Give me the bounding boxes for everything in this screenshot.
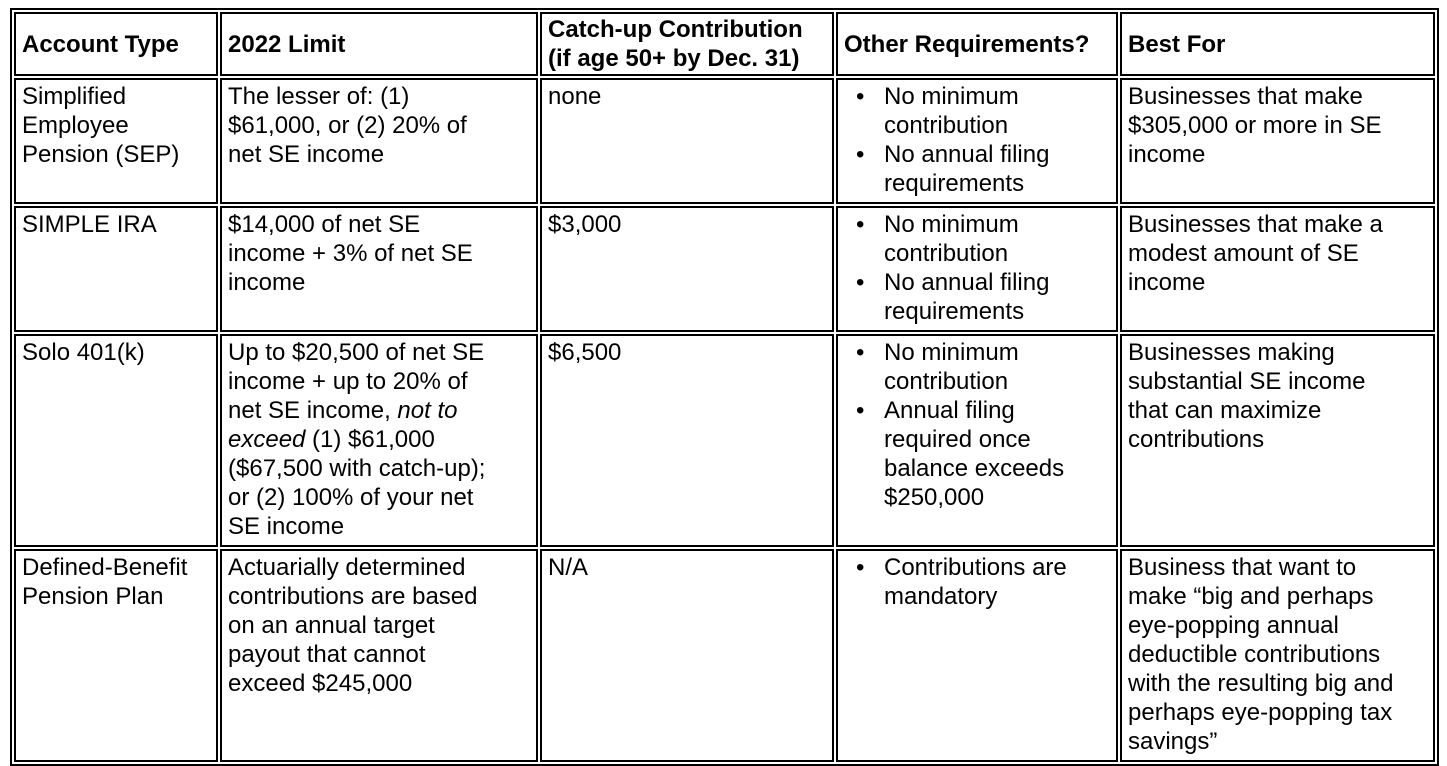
cell-limit: Actuarially determined contributions are… [220,549,538,762]
cell-limit: Up to $20,500 of net SE income + up to 2… [220,334,538,547]
requirement-text: No minimum contribution [884,83,1019,139]
best-for-text: Businesses making substantial SE income … [1128,339,1366,453]
best-for-text: Businesses that make $305,000 or more in… [1128,83,1382,168]
requirement-text: No annual filing requirements [884,141,1050,197]
table-row-sep: Simplified Employee Pension (SEP) The le… [14,78,1435,204]
cell-best-for: Businesses making substantial SE income … [1120,334,1435,547]
requirement-item: • Annual filing required once balance exc… [856,396,1110,512]
column-header-catch-up-text: Catch-up Contribution (if age 50+ by Dec… [548,16,803,72]
requirement-item: • Contributions are mandatory [856,553,1110,611]
cell-other-requirements: • No minimum contribution • Annual filing … [836,334,1118,547]
requirement-item: • No minimum contribution [856,210,1110,268]
cell-catch-up: N/A [540,549,834,762]
requirement-item: • No annual filing requirements [856,268,1110,326]
limit-text: $14,000 of net SE income + 3% of net SE … [228,211,473,296]
cell-best-for: Businesses that make $305,000 or more in… [1120,78,1435,204]
column-header-account-type: Account Type [14,12,218,76]
bullet-icon: • [856,83,865,110]
requirement-text: Annual filing required once balance exce… [884,397,1065,511]
bullet-icon: • [856,554,865,581]
best-for-text: Business that want to make “big and perh… [1128,554,1394,755]
cell-limit: The lesser of: (1) $61,000, or (2) 20% o… [220,78,538,204]
requirement-item: • No minimum contribution [856,338,1110,396]
header-row: Account Type 2022 Limit Catch-up Contrib… [14,12,1435,76]
requirement-item: • No annual filing requirements [856,140,1110,198]
bullet-icon: • [856,339,865,366]
cell-account-type: Defined-Benefit Pension Plan [14,549,218,762]
limit-text: Up to $20,500 of net SE income + up to 2… [228,338,488,541]
limit-text-after-italic: (1) $61,000 ($67,500 with catch-up); or … [228,426,486,540]
cell-best-for: Businesses that make a modest amount of … [1120,206,1435,332]
cell-catch-up: $3,000 [540,206,834,332]
requirement-item: • No minimum contribution [856,82,1110,140]
cell-limit: $14,000 of net SE income + 3% of net SE … [220,206,538,332]
cell-catch-up: none [540,78,834,204]
table-row-defined-benefit: Defined-Benefit Pension Plan Actuarially… [14,549,1435,762]
requirement-text: No minimum contribution [884,211,1019,267]
cell-other-requirements: • No minimum contribution • No annual fili… [836,206,1118,332]
cell-catch-up: $6,500 [540,334,834,547]
requirement-text: No annual filing requirements [884,269,1050,325]
column-header-best-for: Best For [1120,12,1435,76]
requirement-text: Contributions are mandatory [884,554,1067,610]
requirements-list: • No minimum contribution • Annual filing … [844,338,1110,512]
limit-text: The lesser of: (1) $61,000, or (2) 20% o… [228,83,467,168]
cell-account-type: Simplified Employee Pension (SEP) [14,78,218,204]
requirement-text: No minimum contribution [884,339,1019,395]
bullet-icon: • [856,269,865,296]
column-header-other-requirements: Other Requirements? [836,12,1118,76]
requirements-list: • No minimum contribution • No annual fili… [844,210,1110,326]
table-row-simple-ira: SIMPLE IRA $14,000 of net SE income + 3%… [14,206,1435,332]
bullet-icon: • [856,211,865,238]
column-header-2022-limit: 2022 Limit [220,12,538,76]
limit-text: Actuarially determined contributions are… [228,554,478,697]
limit-text-italic: not to exceed [228,397,458,453]
retirement-plans-table: Account Type 2022 Limit Catch-up Contrib… [10,8,1439,766]
cell-account-type: Solo 401(k) [14,334,218,547]
requirements-list: • No minimum contribution • No annual fili… [844,82,1110,198]
table-row-solo-401k: Solo 401(k) Up to $20,500 of net SE inco… [14,334,1435,547]
column-header-catch-up: Catch-up Contribution (if age 50+ by Dec… [540,12,834,76]
best-for-text: Businesses that make a modest amount of … [1128,211,1383,296]
cell-best-for: Business that want to make “big and perh… [1120,549,1435,762]
cell-other-requirements: • Contributions are mandatory [836,549,1118,762]
limit-text-before-italic: Up to $20,500 of net SE income + up to 2… [228,339,485,424]
cell-account-type: SIMPLE IRA [14,206,218,332]
cell-other-requirements: • No minimum contribution • No annual fili… [836,78,1118,204]
bullet-icon: • [856,141,865,168]
requirements-list: • Contributions are mandatory [844,553,1110,611]
bullet-icon: • [856,397,865,424]
